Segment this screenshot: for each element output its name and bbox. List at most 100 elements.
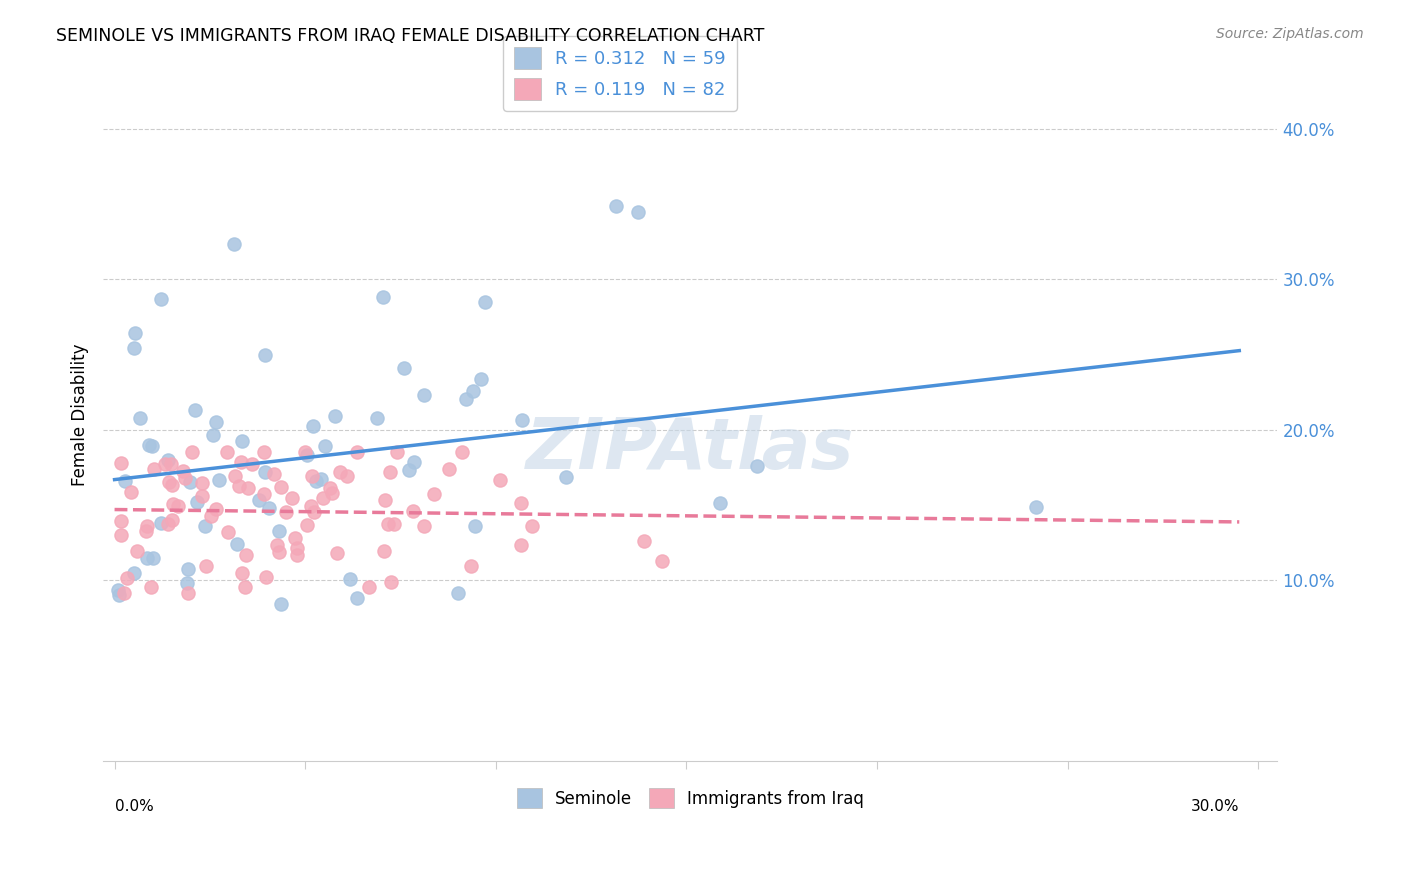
Point xyxy=(284,531,307,545)
Point xyxy=(509,496,531,510)
Point xyxy=(439,462,461,476)
Point xyxy=(326,546,349,560)
Point xyxy=(114,474,136,488)
Point xyxy=(254,570,277,584)
Point xyxy=(176,586,198,600)
Point xyxy=(474,295,496,310)
Point xyxy=(470,372,492,386)
Point xyxy=(402,504,425,518)
Point xyxy=(299,500,322,514)
Point xyxy=(413,519,436,533)
Text: SEMINOLE VS IMMIGRANTS FROM IRAQ FEMALE DISABILITY CORRELATION CHART: SEMINOLE VS IMMIGRANTS FROM IRAQ FEMALE … xyxy=(56,27,765,45)
Point xyxy=(139,580,162,594)
Point xyxy=(1025,500,1047,514)
Point xyxy=(247,492,270,507)
Point xyxy=(339,572,361,586)
Point xyxy=(229,455,252,469)
Point xyxy=(107,582,129,597)
Point xyxy=(254,465,277,479)
Point xyxy=(127,543,149,558)
Point xyxy=(150,292,173,306)
Point xyxy=(143,462,166,476)
Legend: Seminole, Immigrants from Iraq: Seminole, Immigrants from Iraq xyxy=(510,781,870,815)
Point xyxy=(112,586,135,600)
Point xyxy=(709,496,731,510)
Point xyxy=(257,501,280,516)
Point xyxy=(627,204,650,219)
Point xyxy=(555,470,578,484)
Point xyxy=(162,497,184,511)
Point xyxy=(129,411,152,425)
Point xyxy=(274,505,297,519)
Point xyxy=(173,471,195,485)
Point xyxy=(135,524,157,538)
Point xyxy=(371,290,394,304)
Point xyxy=(346,445,368,459)
Point xyxy=(323,409,346,423)
Point xyxy=(217,445,239,459)
Point xyxy=(263,467,285,481)
Point xyxy=(423,486,446,500)
Point xyxy=(413,387,436,401)
Point xyxy=(366,411,388,425)
Point xyxy=(142,551,165,566)
Point xyxy=(149,516,172,530)
Point xyxy=(385,445,408,459)
Point xyxy=(463,384,485,398)
Point xyxy=(186,494,208,508)
Point xyxy=(319,481,342,495)
Point xyxy=(224,469,246,483)
Point xyxy=(270,481,292,495)
Point xyxy=(177,562,200,576)
Point xyxy=(160,477,183,491)
Point xyxy=(135,551,157,566)
Point xyxy=(181,445,204,459)
Text: ZIPAtlas: ZIPAtlas xyxy=(526,415,855,484)
Point xyxy=(489,473,512,487)
Point xyxy=(110,528,132,542)
Point xyxy=(222,237,245,252)
Point xyxy=(191,489,214,503)
Y-axis label: Female Disability: Female Disability xyxy=(72,343,89,486)
Point xyxy=(305,475,328,489)
Point xyxy=(176,576,198,591)
Point xyxy=(160,513,183,527)
Point xyxy=(184,403,207,417)
Point xyxy=(235,548,257,562)
Point xyxy=(312,491,335,506)
Point xyxy=(404,455,426,469)
Point xyxy=(200,509,222,524)
Point xyxy=(172,464,194,478)
Point xyxy=(373,544,395,558)
Point xyxy=(190,475,212,490)
Point xyxy=(179,475,201,489)
Point xyxy=(329,465,352,479)
Point xyxy=(302,419,325,434)
Point xyxy=(301,469,323,483)
Point xyxy=(651,554,673,568)
Point xyxy=(464,519,486,533)
Point xyxy=(295,517,318,532)
Point xyxy=(359,580,381,594)
Point xyxy=(240,458,263,472)
Point xyxy=(108,588,131,602)
Point xyxy=(314,439,336,453)
Point xyxy=(605,199,627,213)
Point xyxy=(633,533,655,548)
Point xyxy=(460,558,482,573)
Point xyxy=(135,519,157,533)
Point xyxy=(201,428,224,442)
Text: 30.0%: 30.0% xyxy=(1191,798,1239,814)
Point xyxy=(138,438,160,452)
Point xyxy=(267,524,290,538)
Point xyxy=(304,505,326,519)
Text: 0.0%: 0.0% xyxy=(114,798,153,814)
Point xyxy=(266,537,288,551)
Point xyxy=(267,545,290,559)
Point xyxy=(117,571,139,585)
Point xyxy=(225,536,247,550)
Point xyxy=(194,519,217,533)
Point xyxy=(253,445,276,459)
Point xyxy=(454,392,477,407)
Point xyxy=(377,516,399,531)
